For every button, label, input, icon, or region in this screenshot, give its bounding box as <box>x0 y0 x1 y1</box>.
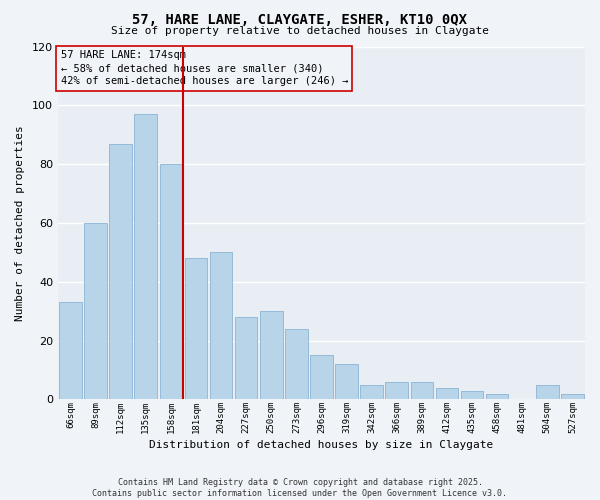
Bar <box>410 382 433 400</box>
Bar <box>536 384 559 400</box>
Text: Contains HM Land Registry data © Crown copyright and database right 2025.
Contai: Contains HM Land Registry data © Crown c… <box>92 478 508 498</box>
Bar <box>436 388 458 400</box>
Bar <box>134 114 157 400</box>
Text: 57 HARE LANE: 174sqm
← 58% of detached houses are smaller (340)
42% of semi-deta: 57 HARE LANE: 174sqm ← 58% of detached h… <box>61 50 348 86</box>
Bar <box>260 311 283 400</box>
Bar <box>185 258 207 400</box>
Text: Size of property relative to detached houses in Claygate: Size of property relative to detached ho… <box>111 26 489 36</box>
X-axis label: Distribution of detached houses by size in Claygate: Distribution of detached houses by size … <box>149 440 494 450</box>
Bar <box>310 356 333 400</box>
Bar <box>59 302 82 400</box>
Bar <box>210 252 232 400</box>
Bar <box>84 223 107 400</box>
Y-axis label: Number of detached properties: Number of detached properties <box>15 125 25 321</box>
Bar <box>109 144 132 400</box>
Bar <box>486 394 508 400</box>
Bar <box>160 164 182 400</box>
Bar <box>361 384 383 400</box>
Bar <box>385 382 408 400</box>
Bar <box>461 390 484 400</box>
Text: 57, HARE LANE, CLAYGATE, ESHER, KT10 0QX: 57, HARE LANE, CLAYGATE, ESHER, KT10 0QX <box>133 12 467 26</box>
Bar <box>285 329 308 400</box>
Bar <box>561 394 584 400</box>
Bar <box>335 364 358 400</box>
Bar <box>235 317 257 400</box>
